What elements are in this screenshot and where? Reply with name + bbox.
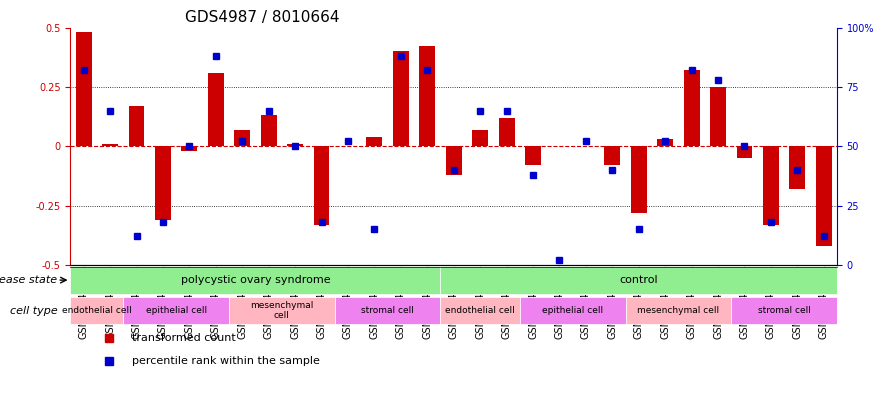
Text: GDS4987 / 8010664: GDS4987 / 8010664 xyxy=(185,10,340,25)
Bar xyxy=(604,146,620,165)
Bar xyxy=(657,139,673,146)
FancyBboxPatch shape xyxy=(626,297,731,324)
Text: disease state: disease state xyxy=(0,275,57,285)
FancyBboxPatch shape xyxy=(229,297,335,324)
Bar xyxy=(684,70,700,146)
Bar xyxy=(710,87,726,146)
Bar xyxy=(208,73,224,146)
Text: endothelial cell: endothelial cell xyxy=(445,306,515,315)
Bar xyxy=(525,146,541,165)
Bar xyxy=(816,146,832,246)
Bar xyxy=(366,137,382,146)
Bar xyxy=(472,130,488,146)
Bar xyxy=(631,146,647,213)
Text: stromal cell: stromal cell xyxy=(361,306,414,315)
Bar xyxy=(234,130,250,146)
Text: control: control xyxy=(619,275,658,285)
Bar xyxy=(446,146,462,174)
Text: stromal cell: stromal cell xyxy=(758,306,811,315)
Bar xyxy=(419,46,435,146)
Bar xyxy=(789,146,805,189)
Text: mesenchymal
cell: mesenchymal cell xyxy=(250,301,314,320)
Bar xyxy=(129,106,144,146)
Text: epithelial cell: epithelial cell xyxy=(542,306,603,315)
Text: polycystic ovary syndrome: polycystic ovary syndrome xyxy=(181,275,330,285)
Bar xyxy=(76,32,92,146)
Bar xyxy=(181,146,197,151)
Bar xyxy=(287,144,303,146)
Text: epithelial cell: epithelial cell xyxy=(145,306,207,315)
FancyBboxPatch shape xyxy=(731,297,837,324)
Bar xyxy=(763,146,779,224)
Text: endothelial cell: endothelial cell xyxy=(62,306,132,315)
Bar xyxy=(102,144,118,146)
Text: cell type: cell type xyxy=(10,306,57,316)
Text: mesenchymal cell: mesenchymal cell xyxy=(637,306,720,315)
FancyBboxPatch shape xyxy=(520,297,626,324)
FancyBboxPatch shape xyxy=(335,297,440,324)
Bar xyxy=(499,118,515,146)
FancyBboxPatch shape xyxy=(123,297,229,324)
Bar xyxy=(737,146,752,158)
Bar xyxy=(314,146,329,224)
Text: percentile rank within the sample: percentile rank within the sample xyxy=(132,356,320,367)
Bar xyxy=(155,146,171,220)
Bar xyxy=(261,115,277,146)
FancyBboxPatch shape xyxy=(440,266,837,294)
Bar xyxy=(393,51,409,146)
FancyBboxPatch shape xyxy=(70,266,440,294)
FancyBboxPatch shape xyxy=(70,297,123,324)
Text: transformed count: transformed count xyxy=(132,333,235,343)
FancyBboxPatch shape xyxy=(440,297,520,324)
